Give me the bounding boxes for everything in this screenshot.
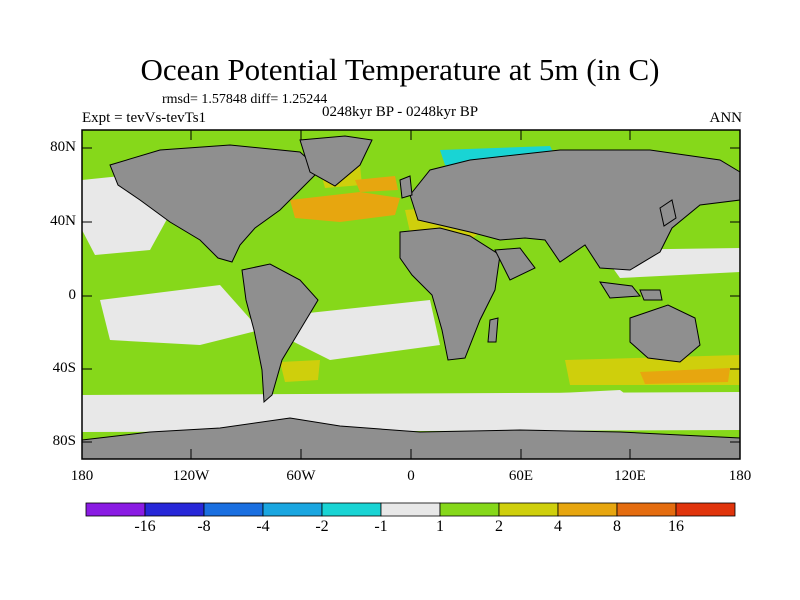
warmer-regions [290,176,730,384]
lon-label-120w: 120W [172,468,210,484]
colorbar-swatch [616,502,677,517]
colorbar-swatch [380,502,441,517]
colorbar-swatch [557,502,618,517]
lon-label-60e: 60E [508,468,534,484]
colorbar-swatch [321,502,382,517]
colorbar-label: -8 [197,518,211,535]
colorbar-label: 4 [554,518,562,535]
colorbar-swatch [675,502,736,517]
lat-label-40s: 40S [52,360,76,376]
colorbar-label: -4 [256,518,270,535]
colorbar-label: 1 [436,518,444,535]
lon-label-0: 0 [407,468,415,484]
lat-label-0: 0 [68,287,77,303]
colorbar-label: -1 [374,518,388,535]
colorbar-swatch [85,502,146,517]
colorbar-swatch [262,502,323,517]
colorbar-swatch [439,502,500,517]
lat-label-80s: 80S [52,433,76,449]
lat-label-40n: 40N [50,213,76,229]
land-masses [81,135,741,460]
colorbar-label: 2 [495,518,503,535]
colorbar-label: -16 [134,518,156,535]
period-label: 0248kyr BP - 0248kyr BP [322,104,479,120]
colorbar-swatch [144,502,205,517]
lat-label-80n: 80N [50,139,76,155]
lon-label-60w: 60W [286,468,316,484]
stats-text: rmsd= 1.57848 diff= 1.25244 [162,92,328,107]
colorbar [85,502,736,517]
colorbar-label: 16 [668,518,684,535]
colorbar-label: -2 [315,518,329,535]
lon-label-180e: 180 [728,468,752,484]
colorbar-swatch [203,502,264,517]
colorbar-swatch [498,502,559,517]
lon-label-180w: 180 [70,468,94,484]
colorbar-label: 8 [613,518,621,535]
plot-title: Ocean Potential Temperature at 5m (in C) [140,52,660,87]
lon-label-120e: 120E [614,468,646,484]
experiment-label: Expt = tevVs-tevTs1 [82,110,207,126]
axis-ticks [82,130,740,459]
season-label: ANN [709,110,743,126]
map-panel [81,129,741,460]
